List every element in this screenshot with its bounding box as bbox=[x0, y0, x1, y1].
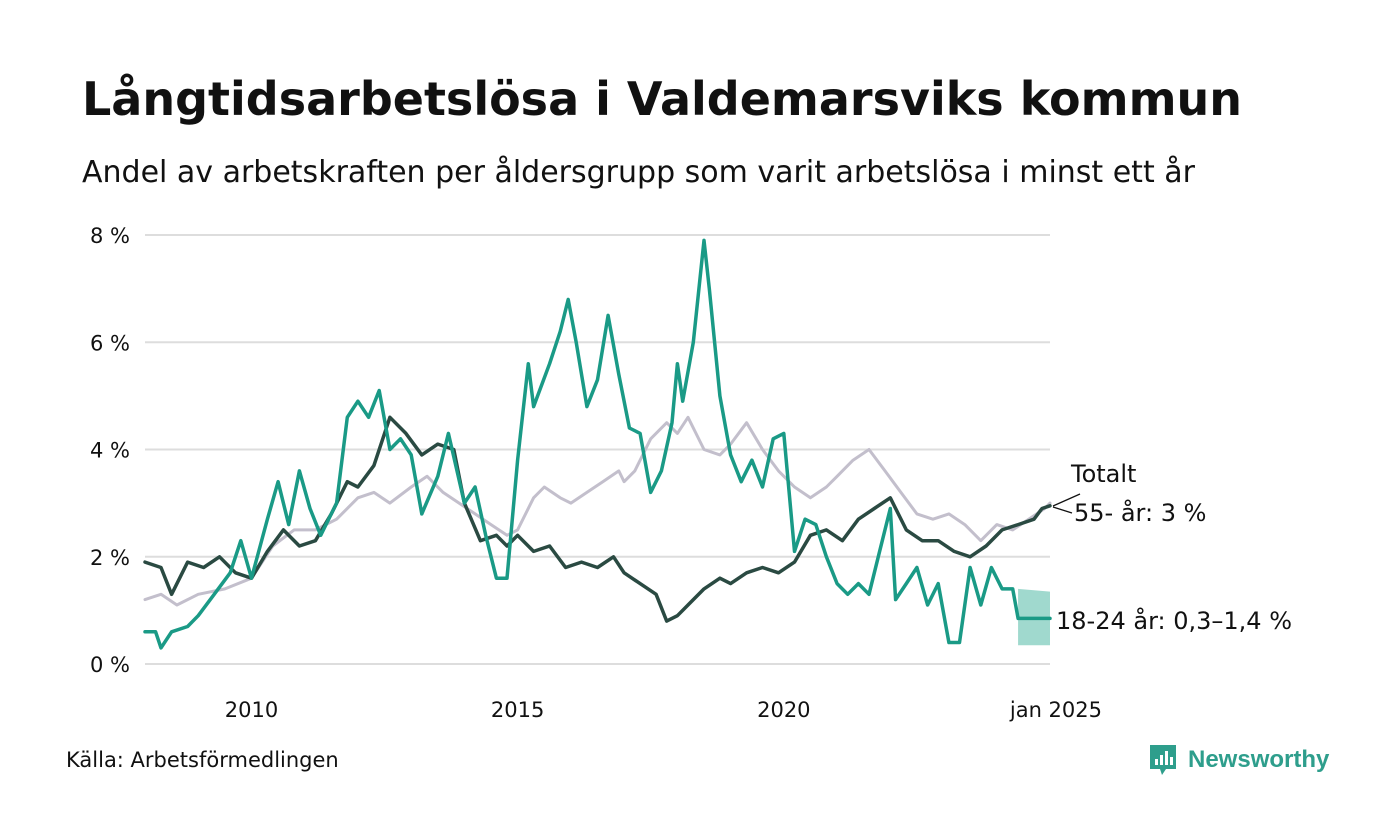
line-18-24-ar bbox=[143, 238, 1052, 650]
y-tick-label: 6 % bbox=[90, 331, 130, 355]
x-tick-label: jan 2025 bbox=[1009, 698, 1102, 722]
chart-subtitle: Andel av arbetskraften per åldersgrupp s… bbox=[82, 155, 1195, 190]
x-tick-label: 2020 bbox=[757, 698, 810, 722]
x-axis-ticks: 2010 2015 2020 jan 2025 bbox=[225, 698, 1102, 722]
y-tick-label: 8 % bbox=[90, 224, 130, 248]
line-totalt bbox=[143, 415, 1052, 607]
newsworthy-icon bbox=[1150, 745, 1176, 775]
x-tick-label: 2015 bbox=[491, 698, 544, 722]
series-lines bbox=[143, 238, 1052, 650]
source-note: Källa: Arbetsförmedlingen bbox=[66, 748, 339, 772]
chart-title: Långtidsarbetslösa i Valdemarsviks kommu… bbox=[82, 72, 1243, 126]
y-tick-label: 4 % bbox=[90, 439, 130, 463]
y-axis-ticks: 0 % 2 % 4 % 6 % 8 % bbox=[90, 224, 130, 677]
line-55-ar bbox=[143, 415, 1052, 623]
connector-totalt bbox=[1052, 493, 1081, 507]
connector-55-ar bbox=[1052, 506, 1073, 514]
label-totalt: Totalt bbox=[1070, 460, 1136, 488]
label-55-ar: 55- år: 3 % bbox=[1074, 498, 1206, 527]
brand-name: Newsworthy bbox=[1188, 746, 1330, 773]
y-tick-label: 0 % bbox=[90, 653, 130, 677]
grid-lines bbox=[145, 234, 1050, 665]
label-18-24-ar: 18-24 år: 0,3–1,4 % bbox=[1056, 606, 1292, 635]
series-end-labels: Totalt 55- år: 3 % 18-24 år: 0,3–1,4 % bbox=[1052, 460, 1292, 635]
y-tick-label: 2 % bbox=[90, 546, 130, 570]
brand-logo: Newsworthy bbox=[1148, 743, 1329, 777]
x-tick-label: 2010 bbox=[225, 698, 278, 722]
